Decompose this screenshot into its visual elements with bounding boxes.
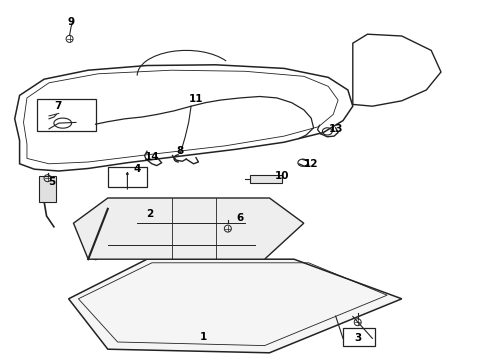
- Text: 7: 7: [54, 101, 62, 111]
- Polygon shape: [74, 198, 304, 259]
- Text: 4: 4: [133, 164, 141, 174]
- Text: 8: 8: [177, 146, 184, 156]
- Text: 5: 5: [48, 177, 55, 187]
- Bar: [108, 167, 147, 187]
- Polygon shape: [69, 259, 402, 353]
- Text: 1: 1: [200, 332, 207, 342]
- Bar: [250, 175, 282, 183]
- Text: 12: 12: [304, 159, 318, 169]
- Text: 2: 2: [146, 209, 153, 219]
- Bar: [343, 328, 375, 346]
- Text: 3: 3: [354, 333, 361, 343]
- Text: 11: 11: [189, 94, 203, 104]
- Text: 6: 6: [237, 213, 244, 223]
- Text: 14: 14: [145, 152, 159, 162]
- Text: 9: 9: [68, 17, 74, 27]
- Text: 13: 13: [328, 124, 343, 134]
- Bar: [37, 99, 96, 131]
- Text: 10: 10: [274, 171, 289, 181]
- Bar: [39, 176, 56, 202]
